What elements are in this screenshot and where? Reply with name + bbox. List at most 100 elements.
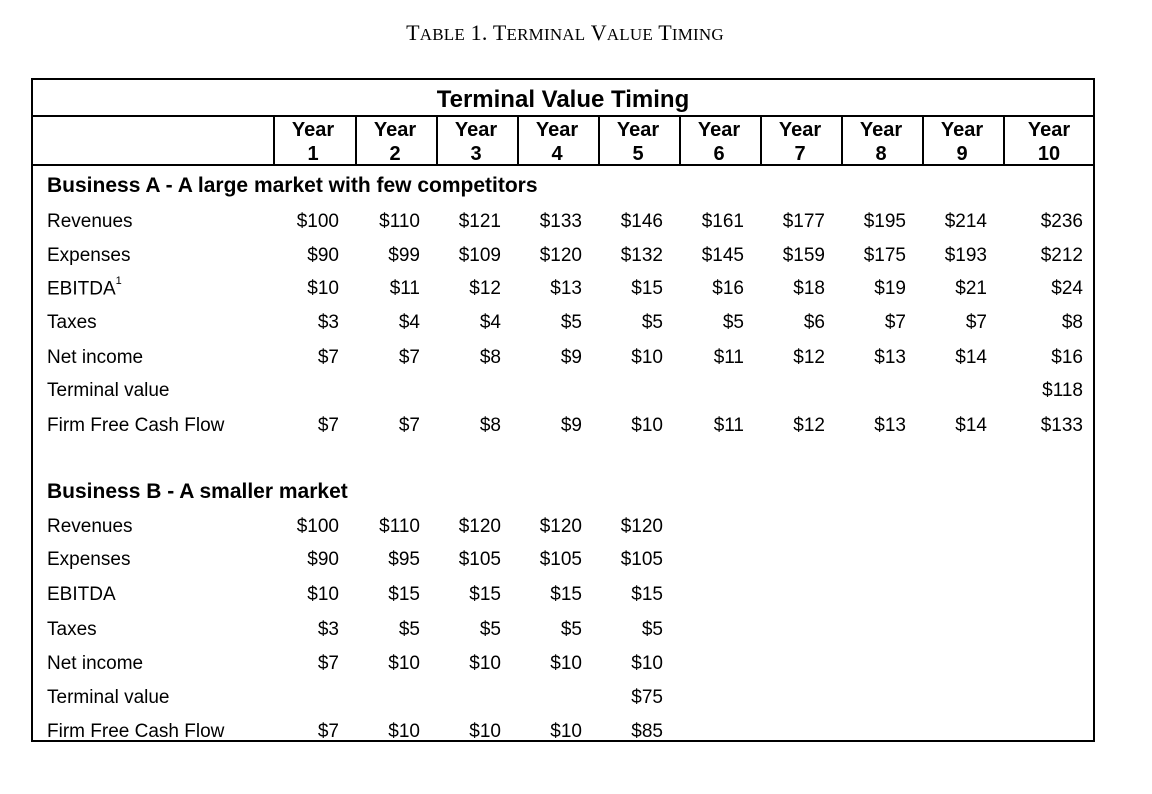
row-label: Terminal value	[47, 687, 170, 709]
year-header-3: Year 3	[436, 118, 516, 166]
table-cell: $120	[539, 245, 582, 266]
row-label-text: Terminal value	[47, 687, 170, 708]
table-cell: $90	[307, 245, 339, 266]
column-divider	[273, 115, 275, 166]
row-label: Taxes	[47, 312, 97, 334]
table-cell: $212	[1040, 245, 1083, 266]
year-header-label: Year	[291, 119, 335, 141]
table-cell: $5	[560, 619, 582, 640]
table-cell: $133	[1040, 415, 1083, 436]
year-header-number: 6	[713, 143, 725, 165]
year-header-label: Year	[940, 119, 984, 141]
year-header-label: Year	[778, 119, 822, 141]
row-label: Terminal value	[47, 380, 170, 402]
table-cell: $5	[641, 312, 663, 333]
table-cell: $15	[631, 278, 663, 299]
table-cell: $146	[620, 211, 663, 232]
table-cell: $8	[479, 347, 501, 368]
row-label-text: Revenues	[47, 211, 133, 232]
table-cell: $12	[793, 347, 825, 368]
row-label-text: Expenses	[47, 549, 131, 570]
row-label-text: Net income	[47, 347, 144, 368]
table-cell: $110	[379, 211, 420, 232]
row-label-text: EBITDA	[47, 584, 116, 605]
row-label-text: Terminal value	[47, 380, 170, 401]
table-cell: $105	[620, 549, 663, 570]
table-cell: $10	[631, 653, 663, 674]
column-divider	[760, 115, 762, 166]
table-cell: $21	[955, 278, 987, 299]
table-row: Firm Free Cash Flow $7 $10 $10 $10 $85	[33, 721, 1093, 742]
table-cell: $16	[1051, 347, 1083, 368]
table-cell: $10	[388, 721, 420, 742]
table-cell: $177	[782, 211, 825, 232]
year-header-label: Year	[373, 119, 417, 141]
row-label: Firm Free Cash Flow	[47, 415, 224, 437]
footnote-marker: 1	[115, 275, 122, 287]
table-row: Revenues $100 $110 $120 $120 $120	[33, 516, 1093, 548]
table-cell: $10	[550, 653, 582, 674]
year-header-1: Year 1	[273, 118, 353, 166]
table-cell: $75	[631, 687, 663, 708]
table-row: Revenues $100 $110 $121 $133 $146 $161 $177 $195…	[33, 211, 1093, 243]
table-cell: $121	[458, 211, 501, 232]
table-cell: $15	[550, 584, 582, 605]
row-label: EBITDA1	[47, 275, 122, 300]
table-cell: $120	[539, 516, 582, 537]
table-cell: $193	[944, 245, 987, 266]
column-divider	[841, 115, 843, 166]
table-cell: $7	[317, 347, 339, 368]
table-caption: TABLE 1. TERMINAL VALUE TIMING	[406, 20, 724, 45]
table-cell: $7	[317, 415, 339, 436]
table-cell: $7	[398, 415, 420, 436]
terminal-value-table: Terminal Value Timing Year 1 Year 2 Year 3 Yea…	[31, 78, 1095, 742]
table-cell: $10	[388, 653, 420, 674]
table-cell: $7	[965, 312, 987, 333]
year-header-number: 1	[307, 143, 319, 165]
row-label-text: Expenses	[47, 245, 131, 266]
table-title: Terminal Value Timing	[436, 86, 690, 113]
table-cell: $15	[469, 584, 501, 605]
year-header-9: Year 9	[922, 118, 1002, 166]
header-divider	[33, 164, 1093, 166]
table-cell: $10	[631, 347, 663, 368]
column-divider	[436, 115, 438, 166]
row-label: Net income	[47, 653, 143, 675]
year-header-number: 9	[956, 143, 968, 165]
row-label-text: Taxes	[47, 619, 97, 640]
row-label-text: Firm Free Cash Flow	[47, 721, 225, 742]
year-header-label: Year	[697, 119, 741, 141]
table-cell: $10	[631, 415, 663, 436]
table-row: EBITDA1 $10 $11 $12 $13 $15 $16 $18 $19 $21 $24	[33, 275, 1093, 310]
year-header-7: Year 7	[760, 118, 840, 166]
row-label: Expenses	[47, 549, 130, 571]
table-cell: $9	[560, 347, 582, 368]
table-cell: $195	[863, 211, 906, 232]
table-cell: $5	[641, 619, 663, 640]
table-cell: $110	[379, 516, 420, 537]
year-header-number: 3	[470, 143, 482, 165]
table-cell: $10	[469, 721, 501, 742]
year-header-number: 7	[794, 143, 806, 165]
table-row: Net income $7 $7 $8 $9 $10 $11 $12 $13 $14 $16	[33, 347, 1093, 379]
year-header-8: Year 8	[841, 118, 921, 166]
table-row: Expenses $90 $99 $109 $120 $132 $145 $159 $175 $1…	[33, 245, 1093, 277]
table-cell: $7	[317, 721, 339, 742]
row-label-text: Net income	[47, 653, 144, 674]
table-cell: $105	[539, 549, 582, 570]
table-cell: $19	[874, 278, 906, 299]
table-cell: $16	[712, 278, 744, 299]
row-label: EBITDA	[47, 584, 116, 606]
table-cell: $14	[955, 347, 987, 368]
year-header-2: Year 2	[355, 118, 435, 166]
title-divider	[33, 115, 1093, 117]
table-cell: $95	[388, 549, 420, 570]
table-cell: $100	[296, 211, 339, 232]
table-cell: $132	[620, 245, 663, 266]
table-cell: $8	[479, 415, 501, 436]
table-cell: $159	[782, 245, 825, 266]
table-cell: $10	[307, 584, 339, 605]
table-cell: $99	[388, 245, 420, 266]
table-cell: $14	[955, 415, 987, 436]
table-cell: $214	[944, 211, 987, 232]
